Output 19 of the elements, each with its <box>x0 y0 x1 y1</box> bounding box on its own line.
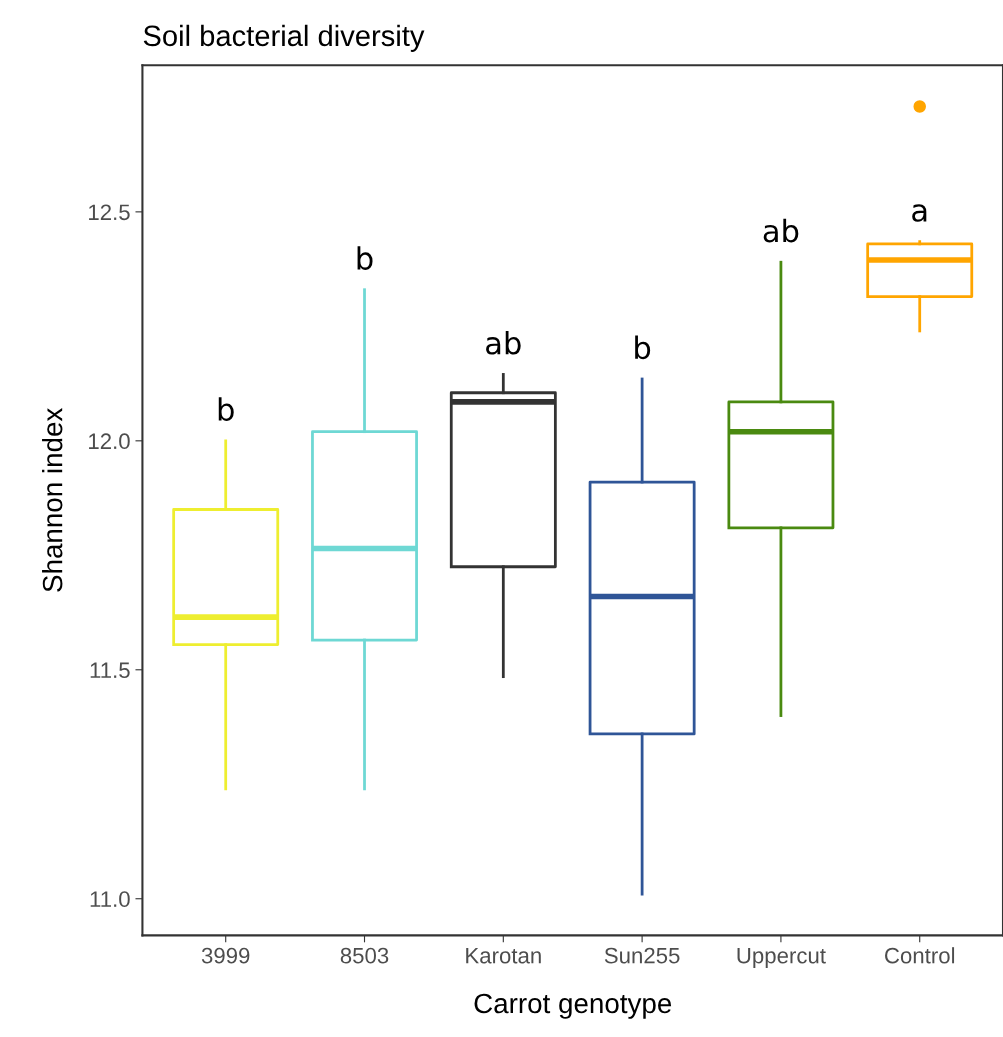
annotation: ab <box>486 330 521 355</box>
chart-title: Soil bacterial diversity <box>143 24 425 52</box>
x-axis-title: Carrot genotype <box>474 993 672 1019</box>
annotation: b <box>218 397 234 422</box>
x-tick-label: 3999 <box>201 947 250 964</box>
y-tick-label: 11.0 <box>90 891 130 908</box>
x-tick-label: Uppercut <box>737 948 826 968</box>
x-tick-label: 8503 <box>340 947 389 964</box>
x-tick-label: Sun255 <box>604 947 680 964</box>
y-tick-label: 12.5 <box>89 204 130 221</box>
annotation: b <box>357 246 373 270</box>
y-axis-title: Shannon index <box>42 407 63 592</box>
y-tick-label: 12.0 <box>89 433 130 450</box>
annotation: b <box>635 335 651 360</box>
x-tick-label: Control <box>885 947 955 964</box>
annotation: ab <box>763 218 799 243</box>
annotation: a <box>912 204 927 222</box>
x-tick-label: Karotan <box>466 948 541 964</box>
y-tick-label: 11.5 <box>90 662 130 679</box>
